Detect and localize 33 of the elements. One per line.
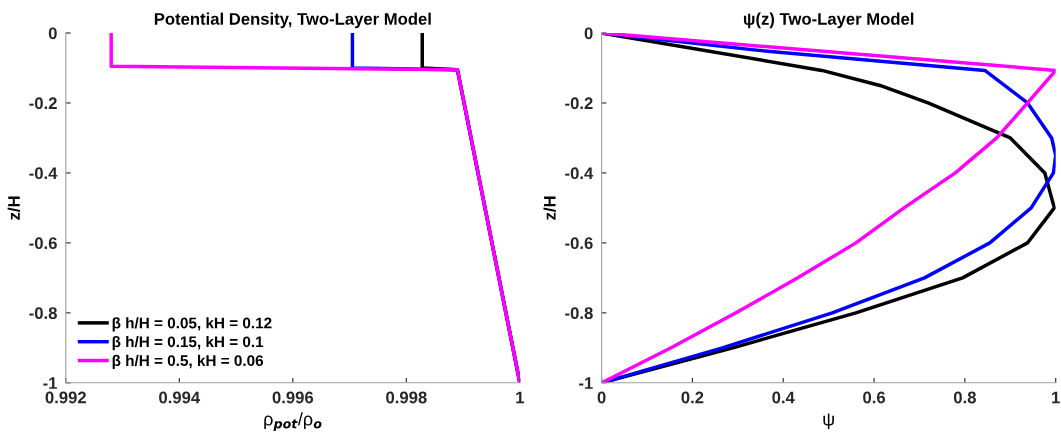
x-tick-label: 0.998 xyxy=(386,391,427,404)
x-tick-label: 0.6 xyxy=(863,391,886,404)
legend-label: β h/H = 0.5, kH = 0.06 xyxy=(112,354,264,370)
x-tick-label: 0.8 xyxy=(953,391,976,404)
y-tick-label: 0 xyxy=(48,27,57,40)
chart-title: Potential Density, Two-Layer Model xyxy=(154,12,431,29)
x-tick-label: 0.996 xyxy=(272,391,314,404)
x-tick-label: 0.2 xyxy=(681,391,704,404)
x-tick-label: 0 xyxy=(597,391,606,404)
y-tick-label: -0.6 xyxy=(565,237,593,250)
x-axis-title: ψ xyxy=(823,413,834,430)
y-tick-label: 0 xyxy=(584,27,593,40)
chart-title: ψ(z) Two-Layer Model xyxy=(743,12,914,29)
y-tick-label: -0.8 xyxy=(565,307,593,320)
x-tick-label: 0.994 xyxy=(159,391,201,404)
x-axis-title: ρ$_{pot}$/ρ$_{o}$ xyxy=(264,412,322,431)
line-series xyxy=(109,33,520,383)
y-tick-label: -1 xyxy=(43,377,57,389)
y-axis-title: z/H xyxy=(7,196,21,220)
y-axis-title: z/H xyxy=(543,196,556,220)
legend-label: β h/H = 0.15, kH = 0.1 xyxy=(112,335,264,351)
y-tick-label: -0.6 xyxy=(29,237,57,250)
x-tick-label: 0.4 xyxy=(772,391,795,404)
y-tick-label: -0.2 xyxy=(565,97,593,110)
y-tick-label: -0.8 xyxy=(29,307,57,320)
legend-label: β h/H = 0.05, kH = 0.12 xyxy=(112,317,272,332)
x-tick-label: 1 xyxy=(1052,391,1060,404)
y-tick-label: -0.4 xyxy=(565,167,594,180)
y-tick-label: -0.4 xyxy=(29,167,58,180)
x-tick-label: 0.992 xyxy=(45,391,86,404)
x-tick-label: 1 xyxy=(516,391,525,404)
y-tick-label: -0.2 xyxy=(29,97,57,110)
y-tick-label: -1 xyxy=(579,377,593,389)
